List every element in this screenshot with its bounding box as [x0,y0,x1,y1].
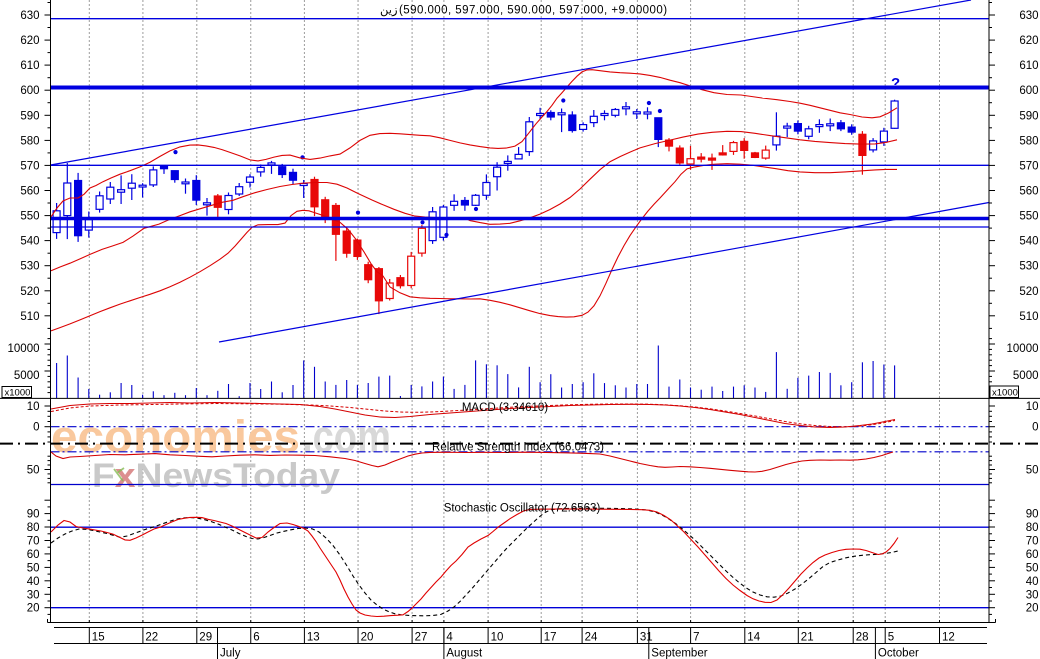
svg-text:510: 510 [1019,311,1038,323]
svg-text:Stochastic Oscillator (72.6563: Stochastic Oscillator (72.6563) [444,503,601,515]
svg-text:540: 540 [20,236,39,248]
svg-text:630: 630 [20,10,39,22]
svg-text:0: 0 [33,422,39,434]
svg-text:70: 70 [1026,536,1039,548]
svg-text:FxNewsToday: FxNewsToday [92,457,340,495]
svg-text:10: 10 [27,401,40,413]
svg-text:570: 570 [1019,160,1038,172]
svg-text:x1000: x1000 [5,388,31,399]
svg-text:580: 580 [1019,135,1038,147]
svg-text:580: 580 [20,135,39,147]
svg-text:17: 17 [544,632,557,644]
svg-text:10000: 10000 [1007,343,1039,355]
svg-text:6: 6 [253,632,259,644]
svg-text:540: 540 [1019,236,1038,248]
svg-text:10: 10 [491,632,504,644]
svg-text:زين: زين [380,5,398,17]
svg-text:90: 90 [1026,509,1039,521]
svg-text:x1000: x1000 [992,388,1018,399]
svg-text:30: 30 [1026,589,1039,601]
svg-text:610: 610 [1019,60,1038,72]
svg-text:40: 40 [1026,576,1039,588]
svg-text:50: 50 [27,562,40,574]
svg-text:30: 30 [27,589,40,601]
svg-text:5000: 5000 [1013,370,1039,382]
svg-text:13: 13 [307,632,320,644]
svg-text:40: 40 [27,576,40,588]
svg-text:5: 5 [888,632,894,644]
svg-text:28: 28 [856,632,869,644]
svg-text:80: 80 [27,522,40,534]
svg-text:22: 22 [145,632,158,644]
svg-text:530: 530 [20,261,39,273]
svg-text:50: 50 [1026,562,1039,574]
svg-text:550: 550 [20,211,39,223]
svg-text:economies: economies [51,411,300,462]
svg-text:520: 520 [1019,286,1038,298]
svg-text:MACD (3.34610): MACD (3.34610) [462,402,548,414]
svg-text:550: 550 [1019,211,1038,223]
svg-text:70: 70 [27,536,40,548]
svg-text:590: 590 [1019,110,1038,122]
svg-text:50: 50 [27,465,40,477]
svg-text:80: 80 [1026,522,1039,534]
svg-text:50: 50 [1026,465,1039,477]
svg-text:29: 29 [199,632,212,644]
svg-text:630: 630 [1019,10,1038,22]
svg-text:0: 0 [1032,422,1038,434]
svg-text:20: 20 [27,603,40,615]
svg-text:(590.000, 597.000, 590.000, 59: (590.000, 597.000, 590.000, 597.000, +9.… [399,5,667,17]
svg-text:September: September [651,648,707,659]
svg-text:4: 4 [446,632,453,644]
svg-text:July: July [220,648,241,659]
svg-text:620: 620 [20,35,39,47]
svg-text:600: 600 [1019,85,1038,97]
svg-text:7: 7 [693,632,699,644]
svg-text:August: August [446,648,483,659]
svg-text:570: 570 [20,160,39,172]
svg-text:21: 21 [801,632,814,644]
svg-text:.com: .com [302,411,391,462]
svg-text:560: 560 [1019,186,1038,198]
svg-text:590: 590 [20,110,39,122]
svg-text:90: 90 [27,509,40,521]
svg-text:600: 600 [20,85,39,97]
svg-text:530: 530 [1019,261,1038,273]
svg-text:60: 60 [1026,549,1039,561]
svg-text:24: 24 [585,632,598,644]
svg-text:?: ? [891,75,900,92]
svg-text:Relative Strength Index (66.04: Relative Strength Index (66.0473) [432,442,604,454]
svg-text:10000: 10000 [8,343,40,355]
svg-text:510: 510 [20,311,39,323]
svg-text:560: 560 [20,186,39,198]
svg-text:520: 520 [20,286,39,298]
svg-text:31: 31 [640,632,653,644]
svg-text:15: 15 [92,632,105,644]
svg-text:5000: 5000 [14,370,40,382]
svg-text:620: 620 [1019,35,1038,47]
svg-text:20: 20 [361,632,374,644]
svg-text:October: October [878,648,919,659]
svg-text:60: 60 [27,549,40,561]
svg-text:610: 610 [20,60,39,72]
svg-text:14: 14 [747,632,760,644]
svg-text:27: 27 [415,632,428,644]
svg-text:10: 10 [1026,401,1039,413]
svg-text:12: 12 [942,632,955,644]
svg-text:20: 20 [1026,603,1039,615]
